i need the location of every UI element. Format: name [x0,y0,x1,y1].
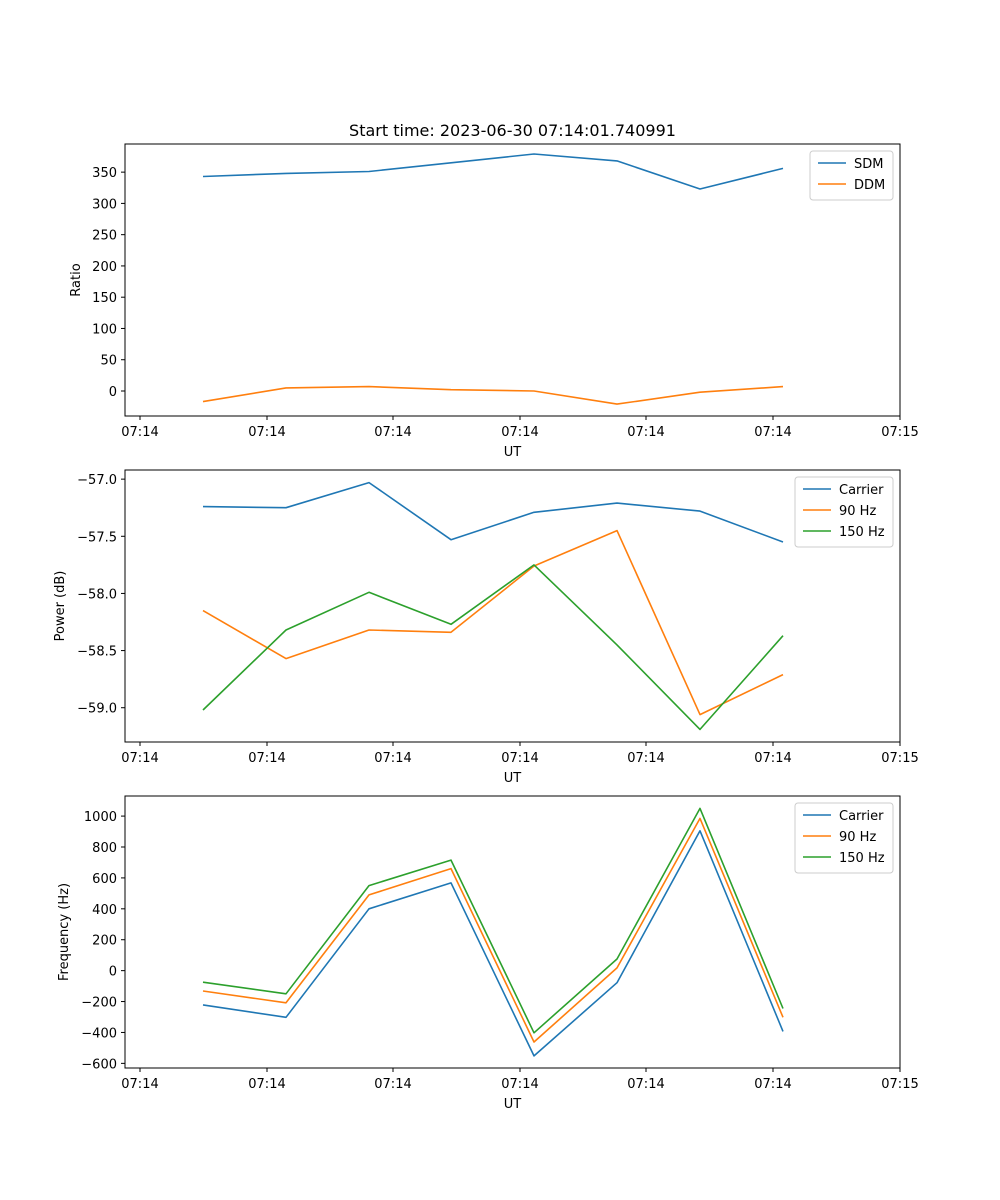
legend-label: DDM [854,178,885,193]
y-axis-label: Power (dB) [53,571,68,642]
y-tick-label: −59.0 [77,702,117,717]
x-axis-label: UT [504,445,522,460]
series-line-90-hz [202,817,784,1043]
x-tick-label: 07:14 [627,425,664,440]
x-tick-label: 07:14 [121,751,158,766]
axes-frame [124,469,901,743]
power-subplot: UT Power (dB) 07:14 07:14 07:14 07:14 07:14 0… [53,469,919,786]
x-tick-label: 07:14 [248,425,285,440]
ratio-subplot: Start time: 2023-06-30 07:14:01.740991 U… [69,121,919,460]
legend-label: 150 Hz [839,851,885,866]
x-tick-label: 07:14 [374,751,411,766]
y-tick-label: 0 [109,965,117,980]
legend-label: Carrier [839,809,884,824]
series-line-90-hz [202,529,784,716]
legend-label: SDM [854,157,883,172]
y-tick-label: 350 [92,166,117,181]
frequency-subplot: UT Frequency (Hz) 07:14 07:14 07:14 07:14 07… [57,795,919,1112]
series-line-150-hz [202,807,784,1034]
x-tick-label: 07:14 [501,751,538,766]
y-tick-label: 300 [92,197,117,212]
y-tick-label: −57.0 [77,473,117,488]
axes-frame [124,795,901,1069]
x-tick-label: 07:15 [881,1077,918,1092]
x-tick-label: 07:14 [248,751,285,766]
x-tick-label: 07:14 [501,425,538,440]
y-tick-label: 400 [92,903,117,918]
x-tick-label: 07:15 [881,751,918,766]
legend-label: 90 Hz [839,504,876,519]
series-line-carrier [202,481,784,543]
y-tick-label: −400 [81,1026,117,1041]
y-tick-label: −58.0 [77,587,117,602]
y-tick-label: 50 [100,354,117,369]
y-tick-label: −600 [81,1057,117,1072]
x-tick-label: 07:14 [248,1077,285,1092]
y-tick-label: −200 [81,996,117,1011]
x-tick-label: 07:14 [121,1077,158,1092]
legend-label: Carrier [839,483,884,498]
chart-title: Start time: 2023-06-30 07:14:01.740991 [349,121,676,140]
legend-label: 150 Hz [839,525,885,540]
y-tick-label: −57.5 [77,530,117,545]
series-line-carrier [202,829,784,1057]
legend-box [794,476,894,548]
y-tick-label: 100 [92,322,117,337]
x-axis-label: UT [504,1097,522,1112]
y-tick-label: 250 [92,229,117,244]
x-tick-label: 07:14 [501,1077,538,1092]
x-tick-label: 07:14 [754,751,791,766]
y-tick-label: 200 [92,260,117,275]
x-tick-label: 07:14 [627,1077,664,1092]
series-line-sdm [202,153,784,190]
x-tick-label: 07:14 [374,1077,411,1092]
x-tick-label: 07:14 [374,425,411,440]
legend-box [794,802,894,874]
legend-label: 90 Hz [839,830,876,845]
y-tick-label: 0 [109,385,117,400]
x-tick-label: 07:14 [121,425,158,440]
y-tick-label: 600 [92,872,117,887]
legend: Carrier 90 Hz 150 Hz [794,802,894,874]
x-tick-label: 07:15 [881,425,918,440]
y-tick-label: −58.5 [77,645,117,660]
legend: SDM DDM [809,150,894,201]
y-tick-label: 200 [92,934,117,949]
series-line-150-hz [202,564,784,731]
legend: Carrier 90 Hz 150 Hz [794,476,894,548]
y-axis-label: Ratio [69,263,84,296]
x-axis-label: UT [504,771,522,786]
y-tick-label: 1000 [84,810,117,825]
axes-frame [124,143,901,417]
x-tick-label: 07:14 [627,751,664,766]
x-tick-label: 07:14 [754,425,791,440]
y-axis-label: Frequency (Hz) [57,883,72,981]
x-tick-label: 07:14 [754,1077,791,1092]
y-tick-label: 150 [92,291,117,306]
series-line-ddm [202,385,784,405]
y-tick-label: 800 [92,841,117,856]
